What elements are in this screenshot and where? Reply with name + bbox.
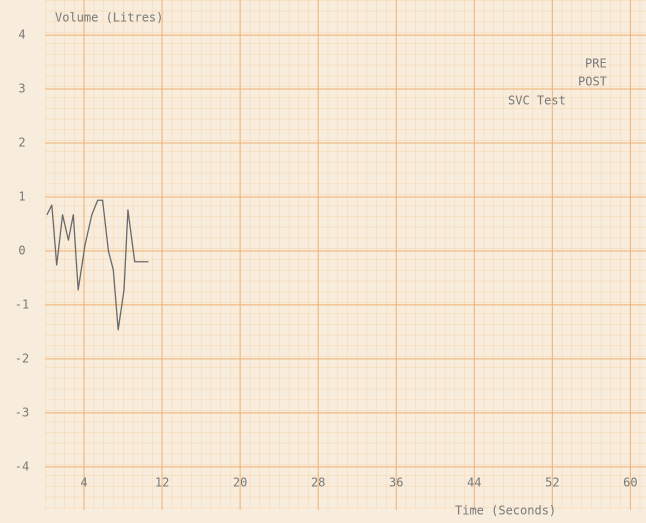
x-tick-label: 28 [311,476,325,490]
x-tick-label: 12 [155,476,169,490]
chart: Volume (Litres) Time (Seconds) PRE POST … [0,0,646,523]
annotation: SVC Test [508,94,566,108]
page: Volume (Litres) Time (Seconds) PRE POST … [0,0,646,523]
y-tick-label: 2 [18,136,25,150]
x-tick-label: 4 [80,476,87,490]
y-tick-label: 4 [18,28,25,42]
annotation: PRE [585,57,607,71]
y-axis-title: Volume (Litres) [55,11,163,25]
x-tick-label: 20 [233,476,247,490]
y-tick-label: -4 [15,459,29,473]
y-tick-label: 0 [18,243,25,257]
y-tick-label: -2 [15,351,29,365]
y-tick-label: -1 [15,297,29,311]
x-tick-label: 36 [389,476,403,490]
y-tick-label: 1 [18,189,25,203]
y-tick-label: 3 [18,82,25,96]
x-tick-label: 60 [623,476,637,490]
x-axis-title: Time (Seconds) [455,504,556,518]
y-tick-label: -3 [15,405,29,419]
x-tick-label: 52 [545,476,559,490]
x-tick-label: 44 [467,476,481,490]
minor-grid [45,0,646,510]
annotation: POST [578,75,607,89]
